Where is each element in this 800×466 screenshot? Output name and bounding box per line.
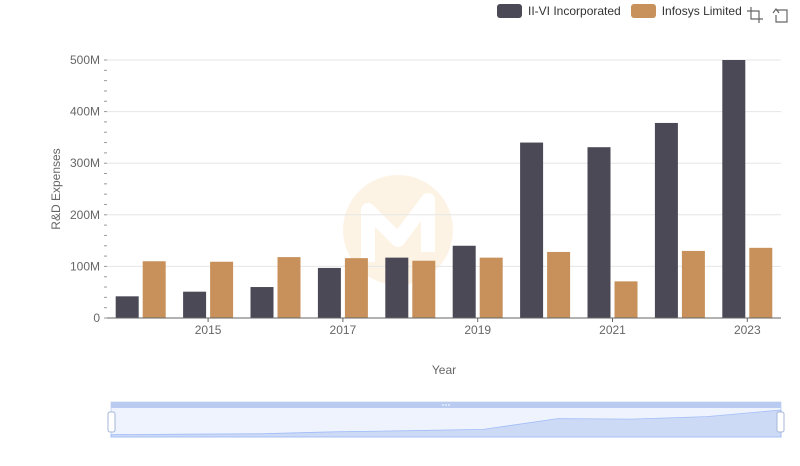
bar-ii-vi-2014 [115, 296, 139, 318]
watermark-logo [343, 175, 453, 285]
bar-infosys-2023 [749, 247, 773, 318]
bar-ii-vi-2023 [722, 60, 746, 318]
bar-ii-vi-2016 [250, 287, 274, 318]
axes: 0 100M 200M 300M 400M 500M 2015 2017 2019 2021 202… [70, 53, 781, 337]
bar-ii-vi-2020 [520, 142, 544, 318]
zoom-icon[interactable] [746, 6, 764, 24]
x-tick-label: 2021 [599, 323, 626, 337]
bar-ii-vi-2015 [183, 291, 207, 318]
x-tick-label: 2019 [464, 323, 491, 337]
y-tick-label: 300M [70, 156, 100, 170]
bar-ii-vi-2018 [385, 257, 409, 318]
bar-infosys-2016 [277, 257, 301, 318]
bar-infosys-2018 [412, 260, 436, 318]
y-tick-label: 200M [70, 208, 100, 222]
legend-label-ii-vi: II-VI Incorporated [528, 4, 621, 18]
legend-item-ii-vi[interactable]: II-VI Incorporated [497, 4, 621, 18]
legend: II-VI Incorporated Infosys Limited [497, 4, 752, 18]
legend-label-infosys: Infosys Limited [661, 4, 742, 18]
bar-infosys-2014 [142, 261, 166, 318]
bar-ii-vi-2021 [587, 147, 611, 318]
data-zoom-slider[interactable] [107, 401, 785, 438]
legend-item-infosys[interactable]: Infosys Limited [630, 4, 742, 18]
x-axis-title: Year [432, 363, 456, 377]
bar-infosys-2022 [681, 250, 705, 318]
x-tick-label: 2015 [195, 323, 222, 337]
x-tick-label: 2017 [330, 323, 357, 337]
bar-infosys-2017 [344, 258, 368, 318]
bar-ii-vi-2019 [452, 245, 476, 318]
y-axis-title: R&D Expenses [49, 148, 63, 229]
data-zoom-handle-left[interactable] [107, 411, 116, 433]
legend-swatch-ii-vi [497, 4, 522, 18]
bar-ii-vi-2022 [654, 122, 678, 319]
bar-infosys-2021 [614, 281, 638, 318]
restore-icon[interactable] [772, 6, 790, 24]
bars [115, 60, 773, 319]
y-tick-label: 400M [70, 105, 100, 119]
bar-infosys-2019 [479, 257, 503, 318]
bar-infosys-2020 [547, 251, 571, 318]
data-zoom-handle-right[interactable] [776, 411, 785, 433]
x-tick-label: 2023 [734, 323, 761, 337]
y-tick-label: 500M [70, 53, 100, 67]
bar-ii-vi-2017 [317, 267, 341, 318]
legend-swatch-infosys [630, 4, 656, 18]
toolbox [746, 6, 790, 24]
y-tick-label: 0 [93, 311, 100, 325]
data-zoom-preview [110, 409, 782, 438]
data-zoom-grip-icon [442, 404, 450, 406]
bar-infosys-2015 [210, 261, 234, 318]
y-tick-label: 100M [70, 259, 100, 273]
